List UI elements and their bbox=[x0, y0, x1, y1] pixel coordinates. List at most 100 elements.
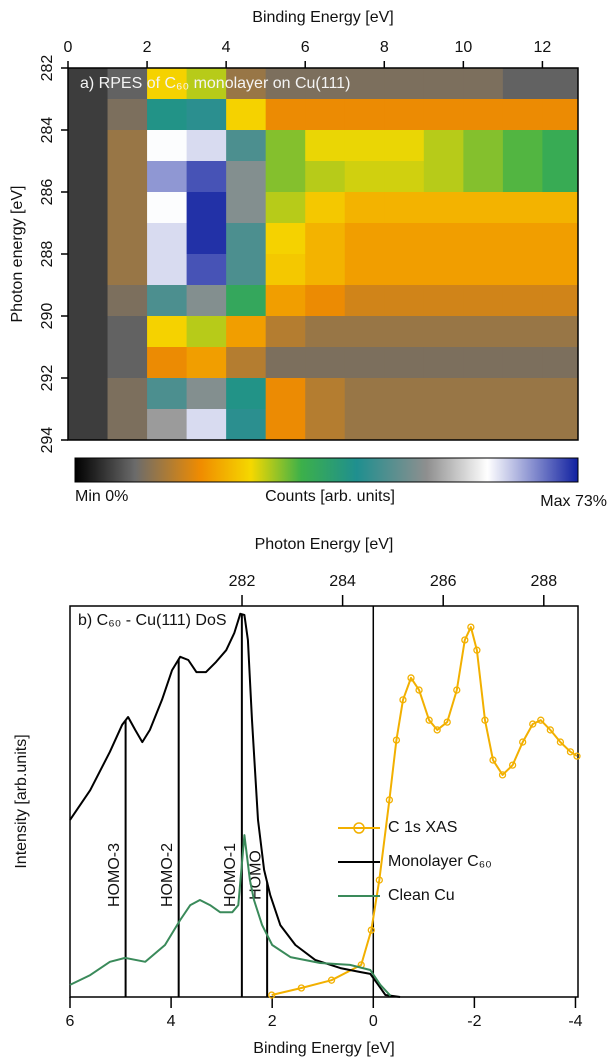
heatmap-cell bbox=[305, 161, 346, 193]
heatmap-cell bbox=[107, 347, 148, 379]
heatmap-cell bbox=[265, 378, 306, 410]
heatmap-cell bbox=[423, 378, 464, 410]
heatmap-cell bbox=[147, 378, 188, 410]
heatmap-cell bbox=[542, 409, 578, 440]
series-marker bbox=[556, 738, 565, 746]
x-tick-label: 6 bbox=[301, 39, 310, 56]
heatmap-cell bbox=[147, 192, 188, 224]
heatmap-cell bbox=[226, 223, 267, 255]
heatmap-cell bbox=[344, 254, 385, 286]
series-marker bbox=[327, 976, 336, 984]
series-marker bbox=[453, 686, 461, 694]
heatmap-cell bbox=[542, 99, 578, 131]
x-tick-label: 8 bbox=[380, 39, 389, 56]
heatmap-cell bbox=[186, 409, 227, 440]
series-marker bbox=[392, 736, 401, 744]
series-marker bbox=[529, 720, 537, 728]
x2-axis-title: Photon Energy [eV] bbox=[255, 536, 394, 553]
heatmap-cell bbox=[147, 347, 188, 379]
heatmap-cell bbox=[542, 130, 578, 162]
heatmap-cell bbox=[463, 378, 504, 410]
heatmap-cell bbox=[107, 223, 148, 255]
heatmap-cell bbox=[384, 409, 425, 440]
plot-frame bbox=[69, 605, 579, 998]
legend-label: C 1s XAS bbox=[388, 819, 457, 836]
heatmap-cell bbox=[305, 347, 346, 379]
legend-marker bbox=[353, 822, 365, 834]
heatmap-cell bbox=[502, 192, 543, 224]
series-marker bbox=[473, 646, 481, 654]
heatmap-cell bbox=[344, 316, 385, 348]
heatmap-cell bbox=[68, 285, 109, 317]
heatmap-cell bbox=[186, 161, 227, 193]
heatmap-cell bbox=[502, 347, 543, 379]
heatmap-cell bbox=[68, 161, 109, 193]
heatmap-cell bbox=[226, 99, 267, 131]
heatmap-cell bbox=[344, 223, 385, 255]
annotation-label: HOMO-2 bbox=[159, 843, 176, 907]
heatmap-cell bbox=[502, 254, 543, 286]
x-tick-label: 2 bbox=[143, 39, 152, 56]
heatmap-cell bbox=[344, 99, 385, 131]
heatmap-cell bbox=[344, 161, 385, 193]
series-marker bbox=[573, 752, 581, 760]
heatmap-cell bbox=[384, 223, 425, 255]
heatmap-cell bbox=[502, 99, 543, 131]
heatmap-cell bbox=[147, 285, 188, 317]
heatmap-cell bbox=[68, 68, 109, 100]
heatmap-cell bbox=[384, 254, 425, 286]
legend-label: Monolayer C₆₀ bbox=[388, 853, 492, 870]
heatmap-cell bbox=[186, 99, 227, 131]
heatmap-cell bbox=[423, 99, 464, 131]
legend-label: Clean Cu bbox=[388, 887, 455, 904]
heatmap-cell bbox=[265, 161, 306, 193]
heatmap-cell bbox=[226, 285, 267, 317]
series-marker bbox=[385, 796, 394, 804]
x2-tick-label: 284 bbox=[329, 573, 356, 590]
heatmap-cell bbox=[542, 254, 578, 286]
heatmap-cell bbox=[147, 68, 188, 100]
y-tick-label: 288 bbox=[39, 241, 56, 268]
series-marker bbox=[508, 761, 517, 769]
series-line bbox=[271, 626, 578, 996]
heatmap-cell bbox=[265, 68, 306, 100]
series-marker bbox=[375, 876, 383, 884]
x2-tick-label: 288 bbox=[530, 573, 557, 590]
x-tick-label: 4 bbox=[222, 39, 231, 56]
heatmap-cell bbox=[344, 409, 385, 440]
heatmap-cell bbox=[226, 192, 267, 224]
heatmap-cell bbox=[147, 99, 188, 131]
colorbar-min-label: Min 0% bbox=[75, 488, 128, 505]
heatmap-cell bbox=[226, 161, 267, 193]
heatmap-cell bbox=[68, 254, 109, 286]
heatmap-cell bbox=[463, 99, 504, 131]
heatmap-cell bbox=[186, 316, 227, 348]
heatmap-cell bbox=[502, 130, 543, 162]
heatmap-cell bbox=[423, 254, 464, 286]
series-line bbox=[69, 834, 392, 997]
series-marker bbox=[537, 716, 545, 724]
series-marker bbox=[498, 771, 507, 779]
heatmap-cell bbox=[265, 223, 306, 255]
heatmap-cell bbox=[542, 161, 578, 193]
heatmap-cell bbox=[107, 68, 148, 100]
x-tick-label: 2 bbox=[268, 1013, 277, 1030]
heatmap-cell bbox=[107, 130, 148, 162]
heatmap-cell bbox=[423, 409, 464, 440]
heatmap-cell bbox=[542, 316, 578, 348]
heatmap-cell bbox=[147, 130, 188, 162]
heatmap-cell bbox=[384, 285, 425, 317]
heatmap-cell bbox=[423, 316, 464, 348]
series-marker bbox=[399, 696, 407, 704]
heatmap-cell bbox=[502, 378, 543, 410]
heatmap-cell bbox=[344, 285, 385, 317]
x-axis-title: Binding Energy [eV] bbox=[253, 1040, 394, 1057]
x-tick-label: 6 bbox=[66, 1013, 75, 1030]
colorbar-label: Counts [arb. units] bbox=[265, 488, 395, 505]
heatmap-cell bbox=[147, 161, 188, 193]
heatmap-cell bbox=[68, 378, 109, 410]
heatmap-cell bbox=[186, 68, 227, 100]
heatmap-cell bbox=[463, 68, 504, 100]
heatmap-cell bbox=[384, 130, 425, 162]
